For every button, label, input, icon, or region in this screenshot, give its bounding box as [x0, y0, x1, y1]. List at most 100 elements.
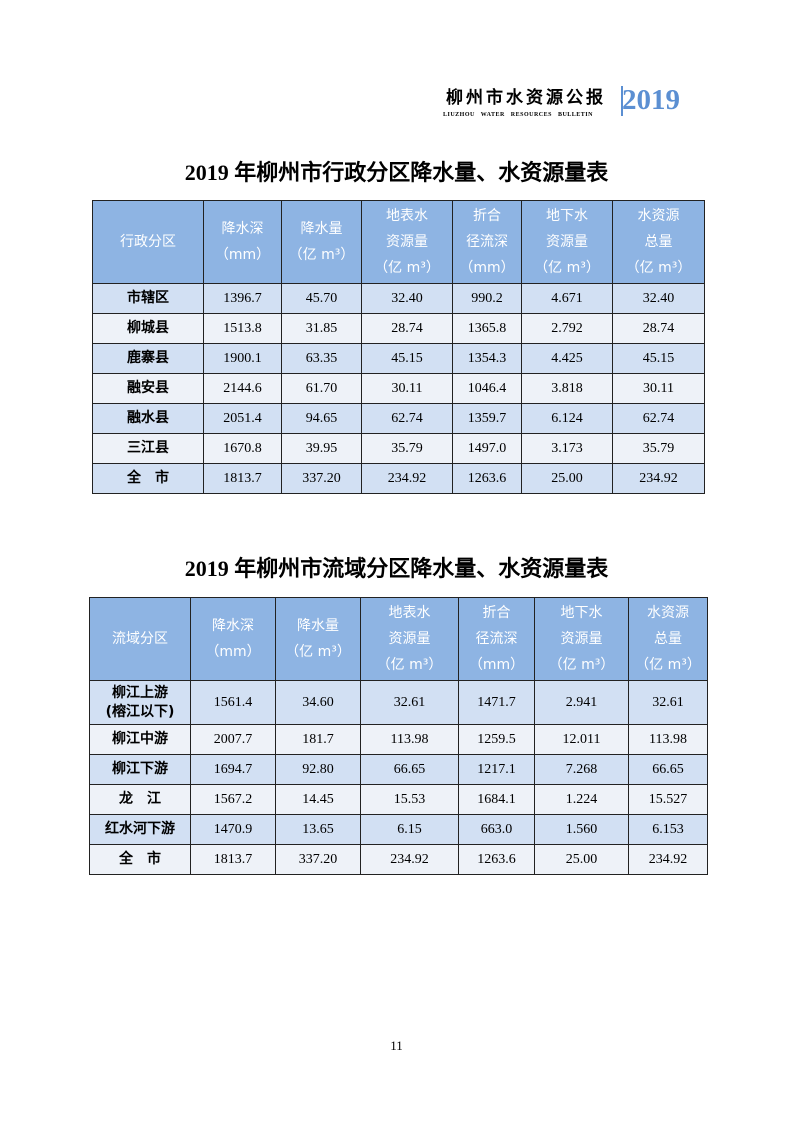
- column-header: 折合 径流深 （mm）: [452, 200, 522, 284]
- row-label: 融安县: [92, 373, 204, 404]
- table-cell: 1561.4: [190, 680, 276, 725]
- column-header: 流域分区: [89, 597, 191, 681]
- column-header-line: 降水深: [221, 221, 264, 237]
- row-label: 柳江上游 (榕江以下): [89, 680, 191, 725]
- table-cell: 1354.3: [452, 343, 522, 374]
- table-cell: 62.74: [612, 403, 705, 434]
- column-header-line: 资源量: [386, 234, 428, 250]
- table-cell: 28.74: [361, 313, 453, 344]
- column-header-line: 地表水: [386, 208, 428, 224]
- table-cell: 1813.7: [203, 463, 282, 494]
- table-cell: 1497.0: [452, 433, 522, 464]
- column-header-line: 流域分区: [112, 631, 168, 647]
- table-cell: 15.53: [360, 784, 459, 815]
- table-cell: 3.173: [521, 433, 613, 464]
- column-header-line: 降水量: [300, 221, 343, 237]
- table-cell: 337.20: [281, 463, 362, 494]
- column-header-line: 资源量: [560, 631, 603, 647]
- table-cell: 25.00: [521, 463, 613, 494]
- row-label: 龙 江: [89, 784, 191, 815]
- table-cell: 4.671: [521, 283, 613, 314]
- table-cell: 2.941: [534, 680, 629, 725]
- table-cell: 66.65: [628, 754, 708, 785]
- column-header: 降水量 （亿 m³）: [281, 200, 362, 284]
- column-header-line: 水资源: [637, 208, 680, 224]
- table-cell: 1813.7: [190, 844, 276, 875]
- table-cell: 32.40: [361, 283, 453, 314]
- table-cell: 1263.6: [452, 463, 522, 494]
- column-header-line: （亿 m³）: [374, 260, 440, 276]
- table-cell: 1470.9: [190, 814, 276, 845]
- table1-title: 2019 年柳州市行政分区降水量、水资源量表: [184, 160, 609, 185]
- table-cell: 13.65: [275, 814, 361, 845]
- column-header-line: （mm）: [205, 644, 261, 660]
- column-header-line: （亿 m³）: [285, 644, 351, 660]
- table-cell: 663.0: [458, 814, 535, 845]
- table-cell: 2.792: [521, 313, 613, 344]
- table-cell: 3.818: [521, 373, 613, 404]
- header-divider: [621, 86, 623, 116]
- bulletin-title: 柳州市水资源公报: [446, 88, 606, 108]
- table-cell: 12.011: [534, 724, 629, 755]
- table-cell: 1670.8: [203, 433, 282, 464]
- table-cell: 2007.7: [190, 724, 276, 755]
- table-cell: 1396.7: [203, 283, 282, 314]
- row-label: 红水河下游: [89, 814, 191, 845]
- column-header-line: 降水量: [297, 618, 339, 634]
- table-cell: 1217.1: [458, 754, 535, 785]
- table-cell: 30.11: [612, 373, 705, 404]
- column-header-line: 资源量: [388, 631, 431, 647]
- table-cell: 1471.7: [458, 680, 535, 725]
- table-cell: 35.79: [612, 433, 705, 464]
- column-header-line: 降水深: [212, 618, 254, 634]
- table-cell: 181.7: [275, 724, 361, 755]
- table-cell: 1900.1: [203, 343, 282, 374]
- table-cell: 234.92: [361, 463, 453, 494]
- row-label: 三江县: [92, 433, 204, 464]
- table-row: 红水河下游 1470.9 13.65 6.15 663.0 1.560 6.153: [89, 814, 708, 845]
- table-row: 龙 江 1567.2 14.45 15.53 1684.1 1.224 15.527: [89, 784, 708, 815]
- table-cell: 31.85: [281, 313, 362, 344]
- column-header: 行政分区: [92, 200, 204, 284]
- table-cell: 45.15: [361, 343, 453, 374]
- table-cell: 35.79: [361, 433, 453, 464]
- table-row: 柳城县 1513.8 31.85 28.74 1365.8 2.792 28.74: [92, 313, 705, 344]
- column-header-line: 地下水: [560, 605, 603, 621]
- table-cell: 1567.2: [190, 784, 276, 815]
- table-cell: 1263.6: [458, 844, 535, 875]
- table-cell: 30.11: [361, 373, 453, 404]
- column-header-line: （亿 m³）: [635, 657, 701, 673]
- column-header-line: （mm）: [214, 247, 271, 263]
- row-label: 融水县: [92, 403, 204, 434]
- table-row: 柳江下游 1694.7 92.80 66.65 1217.1 7.268 66.65: [89, 754, 708, 785]
- bulletin-year: 2019: [622, 84, 680, 116]
- table-cell: 25.00: [534, 844, 629, 875]
- table-cell: 234.92: [360, 844, 459, 875]
- column-header-line: 地下水: [546, 208, 588, 224]
- column-header: 降水深 （mm）: [190, 597, 276, 681]
- row-label: 鹿寨县: [92, 343, 204, 374]
- column-header-line: （亿 m³）: [534, 260, 600, 276]
- table-cell: 7.268: [534, 754, 629, 785]
- table-cell: 63.35: [281, 343, 362, 374]
- table-cell: 990.2: [452, 283, 522, 314]
- table-row: 全 市 1813.7 337.20 234.92 1263.6 25.00 234.92: [92, 463, 705, 494]
- column-header: 地表水资源量 （亿 m³）: [361, 200, 453, 284]
- table-cell: 1.560: [534, 814, 629, 845]
- column-header: 地下水资源量 （亿 m³）: [534, 597, 629, 681]
- column-header-line: （亿 m³）: [548, 657, 615, 673]
- table-cell: 1.224: [534, 784, 629, 815]
- table-cell: 234.92: [612, 463, 705, 494]
- header-row: 流域分区 降水深 （mm） 降水量 （亿 m³） 地表水 资源量 （亿 m³） 折合 径流深 （mm…: [89, 597, 708, 681]
- table-cell: 32.61: [628, 680, 708, 725]
- table-cell: 1359.7: [452, 403, 522, 434]
- table-cell: 14.45: [275, 784, 361, 815]
- column-header-line: （亿 m³）: [625, 260, 692, 276]
- column-header-line: （亿 m³）: [288, 247, 355, 263]
- column-header-line: 径流深: [475, 631, 518, 647]
- column-header-line: （亿 m³）: [376, 657, 443, 673]
- table-cell: 1513.8: [203, 313, 282, 344]
- column-header: 地下水 资源量 （亿 m³）: [521, 200, 613, 284]
- row-label: 全 市: [89, 844, 191, 875]
